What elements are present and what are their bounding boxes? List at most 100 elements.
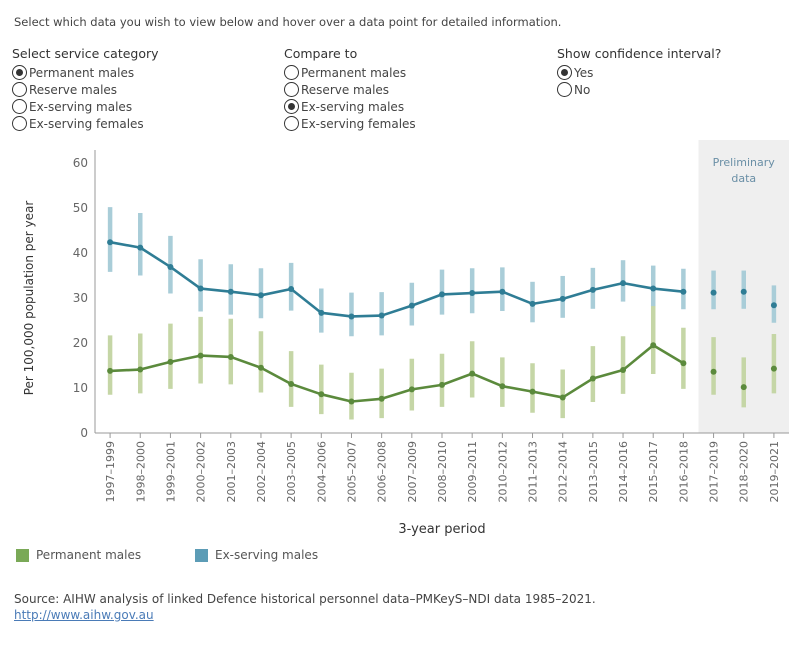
- radio-option-reserve-males[interactable]: Reserve males: [12, 81, 159, 98]
- data-point-permanent-males: [227, 353, 234, 360]
- data-point-permanent-males: [620, 367, 627, 373]
- group-title: Compare to: [284, 46, 358, 61]
- x-tick-label: 2016–2018: [677, 441, 690, 503]
- x-axis-title: 3-year period: [398, 522, 485, 537]
- x-tick-label: 2017–2019: [708, 441, 721, 503]
- x-tick-label: 2005–2007: [345, 441, 358, 503]
- series-line-permanent-males: [110, 343, 685, 403]
- data-point-ex-serving-males: [439, 291, 445, 298]
- x-tick-label: 1999–2001: [164, 441, 177, 503]
- source-text: Source: AIHW analysis of linked Defence …: [14, 592, 596, 606]
- data-point-ex-serving-males: [770, 302, 777, 309]
- data-point-ex-serving-males: [318, 309, 325, 316]
- radio-label: Permanent males: [301, 65, 407, 80]
- data-point-permanent-males: [589, 375, 596, 382]
- data-point-permanent-males: [770, 365, 777, 372]
- x-tick-label: 2002–2004: [255, 441, 268, 503]
- radio-button[interactable]: [12, 116, 27, 131]
- y-tick-label: 50: [73, 201, 88, 215]
- data-point-permanent-males: [680, 360, 687, 367]
- radio-button[interactable]: [12, 65, 27, 80]
- source-link[interactable]: http://www.aihw.gov.au: [14, 608, 154, 622]
- data-point-ex-serving-males: [680, 288, 687, 295]
- y-tick-label: 10: [73, 381, 88, 395]
- data-point-permanent-males: [257, 364, 264, 371]
- data-point-permanent-males: [559, 394, 566, 401]
- radio-button[interactable]: [284, 82, 299, 97]
- data-point-permanent-males: [529, 388, 536, 395]
- data-point-ex-serving-males: [408, 302, 415, 309]
- line-chart: Preliminary data 0 10 20 30 40 50 60 1997–1999 199…: [22, 140, 789, 537]
- x-tick-label: 2008–2010: [436, 441, 449, 503]
- radio-label: Ex-serving males: [29, 99, 133, 114]
- data-point-ex-serving-males: [378, 312, 385, 319]
- legend-swatch: [195, 548, 208, 562]
- data-point-permanent-males: [107, 367, 114, 374]
- y-tick-label: 20: [73, 336, 88, 350]
- y-tick-label: 0: [80, 426, 88, 440]
- data-point-ex-serving-males: [348, 313, 355, 320]
- legend-item-permanent-males[interactable]: Permanent males: [16, 548, 141, 562]
- compare-to-group: Compare to Permanent males Reserve males…: [284, 46, 416, 132]
- data-point-permanent-males: [348, 398, 355, 405]
- data-point-ex-serving-males: [167, 263, 174, 270]
- radio-option-permanent-males[interactable]: Permanent males: [12, 64, 159, 81]
- y-tick-label: 60: [73, 156, 88, 170]
- data-point-ex-serving-males: [529, 300, 536, 307]
- data-point-permanent-males: [167, 358, 174, 365]
- radio-label: Yes: [574, 65, 594, 80]
- data-point-ex-serving-males: [650, 285, 657, 292]
- data-point-permanent-males: [710, 368, 717, 375]
- data-point-permanent-males: [740, 384, 747, 391]
- x-tick-label: 2019–2021: [768, 441, 781, 503]
- radio-label: Permanent males: [29, 65, 135, 80]
- radio-label: Ex-serving males: [301, 99, 405, 114]
- data-point-ex-serving-males: [257, 292, 264, 299]
- radio-button[interactable]: [12, 82, 27, 97]
- radio-button[interactable]: [557, 82, 572, 97]
- radio-option-ex-serving-females[interactable]: Ex-serving females: [12, 115, 159, 132]
- series-line-ex-serving-males: [109, 240, 684, 318]
- data-point-ex-serving-males: [227, 288, 234, 295]
- radio-option-no[interactable]: No: [557, 81, 721, 98]
- data-point-permanent-males: [650, 342, 657, 349]
- radio-option-ex-serving-males[interactable]: Ex-serving males: [12, 98, 159, 115]
- legend-item-ex-serving-males[interactable]: Ex-serving males: [195, 548, 318, 562]
- radio-button[interactable]: [284, 65, 299, 80]
- group-title: Select service category: [12, 46, 159, 61]
- preliminary-label: data: [731, 172, 756, 185]
- data-point-permanent-males: [378, 395, 385, 402]
- data-point-ex-serving-males: [589, 286, 596, 293]
- x-tick-label: 2009–2011: [466, 441, 479, 503]
- data-point-ex-serving-males: [499, 288, 506, 295]
- data-point-ex-serving-males: [740, 288, 747, 295]
- data-point-permanent-males: [499, 383, 506, 390]
- radio-label: Ex-serving females: [301, 116, 416, 131]
- radio-option-ex-serving-males[interactable]: Ex-serving males: [284, 98, 416, 115]
- radio-option-reserve-males[interactable]: Reserve males: [284, 81, 416, 98]
- data-point-ex-serving-males: [559, 295, 566, 302]
- confidence-interval-group: Show confidence interval? Yes No: [557, 46, 721, 98]
- radio-option-ex-serving-females[interactable]: Ex-serving females: [284, 115, 416, 132]
- legend-swatch: [16, 548, 29, 562]
- preliminary-label: Preliminary: [713, 156, 776, 169]
- x-tick-label: 2007–2009: [406, 441, 419, 503]
- radio-button[interactable]: [284, 116, 299, 131]
- data-point-permanent-males: [197, 352, 204, 359]
- radio-option-yes[interactable]: Yes: [557, 64, 721, 81]
- radio-button[interactable]: [284, 99, 299, 114]
- data-point-permanent-males: [318, 391, 325, 398]
- radio-option-permanent-males[interactable]: Permanent males: [284, 64, 416, 81]
- radio-label: Ex-serving females: [29, 116, 144, 131]
- x-tick-label: 2001–2003: [225, 441, 238, 503]
- radio-button[interactable]: [557, 65, 572, 80]
- x-tick-label: 2003–2005: [285, 441, 298, 503]
- y-axis-title: Per 100,000 population per year: [22, 201, 36, 396]
- data-point-ex-serving-males: [197, 285, 204, 292]
- x-tick-label: 2000–2002: [195, 441, 208, 503]
- radio-button[interactable]: [12, 99, 27, 114]
- data-point-permanent-males: [469, 370, 476, 377]
- data-point-permanent-males: [408, 386, 415, 393]
- x-tick-label: 2015–2017: [647, 441, 660, 503]
- y-tick-label: 30: [73, 291, 88, 305]
